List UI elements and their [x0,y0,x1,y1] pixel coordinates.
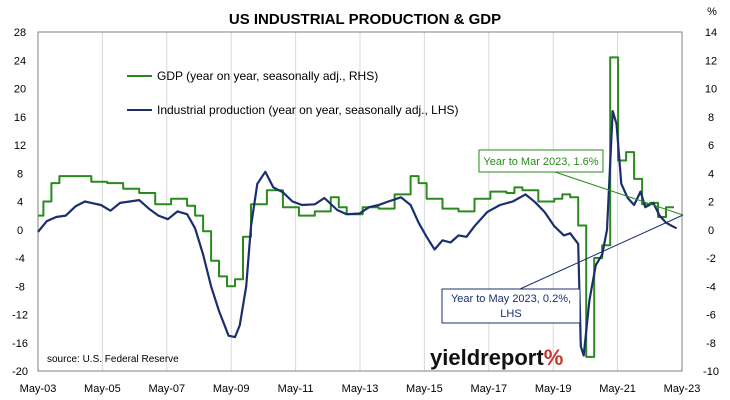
x-tick-label: May-19 [535,383,572,395]
plot-area [37,31,683,372]
x-tick-label: May-11 [278,383,314,395]
y-right-tick-label: 6 [708,140,714,152]
y-left-tick-label: 24 [14,55,26,67]
annotation-ip-box [441,288,581,324]
y-right-tick-label: 14 [705,27,717,39]
x-tick-label: May-21 [599,383,636,395]
legend-label-gdp: GDP (year on year, seasonally adj., RHS) [157,69,378,83]
right-axis-unit: % [707,6,717,18]
y-left-tick-label: 0 [17,225,23,237]
legend-label-industrial-production: Industrial production (year on year, sea… [157,103,459,117]
y-left-tick-label: 8 [17,168,23,180]
annotation-gdp: Year to Mar 2023, 1.6% [478,149,684,216]
annotation-ip-leader [519,214,684,290]
industrial-production-series-line [37,110,678,357]
right-y-axis: 14 12 10 8 6 4 2 0 -2 -4 -6 -8 -10 [703,27,719,378]
y-right-tick-label: 10 [705,84,717,96]
grid-lines [101,32,619,371]
brand-logo-symbol: % [544,345,564,370]
source-note: source: U.S. Federal Reserve [47,354,179,365]
x-tick-label: May-23 [664,383,701,395]
brand-logo-name: yieldreport [430,345,544,370]
y-right-tick-label: -2 [706,253,716,265]
y-left-tick-label: 4 [17,197,23,209]
x-tick-label: May-17 [470,383,507,395]
y-right-tick-label: 2 [708,197,714,209]
x-tick-label: May-07 [148,383,185,395]
annotation-ip-text-line2: LHS [500,308,521,320]
y-left-tick-label: 20 [14,84,26,96]
legend: GDP (year on year, seasonally adj., RHS)… [127,69,459,117]
y-right-tick-label: -10 [703,366,719,378]
y-left-tick-label: 16 [14,112,26,124]
y-left-tick-label: -12 [12,310,28,322]
x-tick-label: May-09 [213,383,250,395]
y-right-tick-label: 12 [705,55,717,67]
x-tick-label: May-05 [84,383,121,395]
annotation-ip-text-line1: Year to May 2023, 0.2%, [451,293,571,305]
y-right-tick-label: -8 [706,338,716,350]
left-y-axis: 28 24 20 16 12 8 4 0 -4 -8 -12 -16 -20 [12,27,28,378]
y-left-tick-label: -4 [15,253,25,265]
x-tick-label: May-13 [342,383,379,395]
brand-logo: yieldreport% [430,345,563,370]
x-tick-label: May-15 [406,383,443,395]
y-right-tick-label: 4 [708,168,714,180]
x-tick-label: May-03 [20,383,57,395]
y-right-tick-label: -6 [706,310,716,322]
annotation-industrial-production: Year to May 2023, 0.2%, LHS [441,214,684,324]
chart-title: US INDUSTRIAL PRODUCTION & GDP [229,11,501,28]
y-left-tick-label: 28 [14,27,26,39]
y-right-tick-label: 8 [708,112,714,124]
annotation-gdp-text: Year to Mar 2023, 1.6% [483,156,598,168]
x-axis: May-03 May-05 May-07 May-09 May-11 May-13 May-… [20,383,701,395]
series-lines [37,56,678,358]
annotation-gdp-leader [554,171,684,216]
y-left-tick-label: -8 [15,281,25,293]
y-left-tick-label: -16 [12,338,28,350]
y-left-tick-label: 12 [14,140,26,152]
y-right-tick-label: -4 [706,281,716,293]
annotation-gdp-box [478,149,604,173]
y-left-tick-label: -20 [12,366,28,378]
y-right-tick-label: 0 [708,225,714,237]
